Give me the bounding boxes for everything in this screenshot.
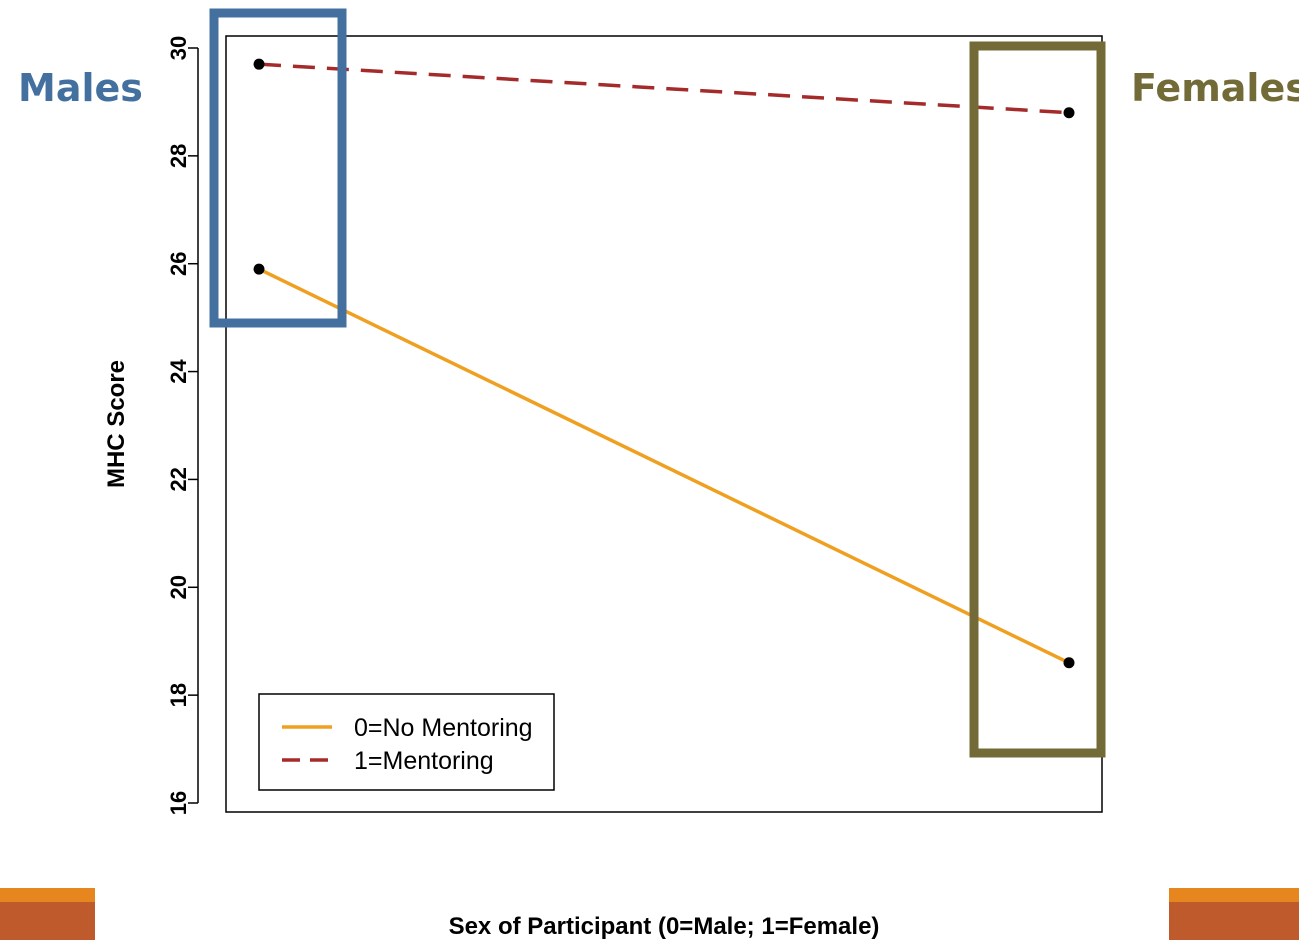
y-tick-label: 24 (166, 359, 191, 384)
y-tick-label: 22 (166, 467, 191, 491)
data-point-series-1 (253, 58, 265, 70)
x-axis-label: Sex of Participant (0=Male; 1=Female) (449, 913, 880, 940)
corner-accent-left-bottom (0, 902, 95, 940)
series-line-0 (258, 267, 1070, 665)
y-tick-label: 30 (166, 36, 191, 60)
data-point-series-1 (1063, 107, 1075, 119)
corner-accent-left-top (0, 888, 95, 902)
y-tick-label: 16 (166, 791, 191, 815)
corner-accent-right-top (1169, 888, 1299, 902)
y-tick-label: 26 (166, 251, 191, 275)
females-annotation: Females (1131, 66, 1299, 110)
y-tick-label: 20 (166, 575, 191, 599)
y-tick-label: 28 (166, 144, 191, 168)
y-axis: 16 18 20 22 24 26 28 30 (166, 36, 199, 815)
data-point-series-0 (253, 263, 265, 275)
legend: 0=No Mentoring 1=Mentoring (258, 693, 555, 791)
males-annotation: Males (18, 66, 143, 110)
males-highlight-box (209, 8, 347, 328)
series-layer (253, 58, 1075, 669)
series-line-1 (258, 62, 1070, 115)
y-tick-label: 18 (166, 683, 191, 707)
legend-label-mentoring: 1=Mentoring (354, 747, 494, 775)
corner-accent-right-bottom (1169, 902, 1299, 940)
legend-label-no-mentoring: 0=No Mentoring (354, 714, 533, 742)
data-point-series-0 (1063, 657, 1075, 669)
y-axis-label: MHC Score (103, 360, 130, 488)
legend-frame (258, 693, 555, 791)
females-highlight-box (969, 41, 1106, 758)
